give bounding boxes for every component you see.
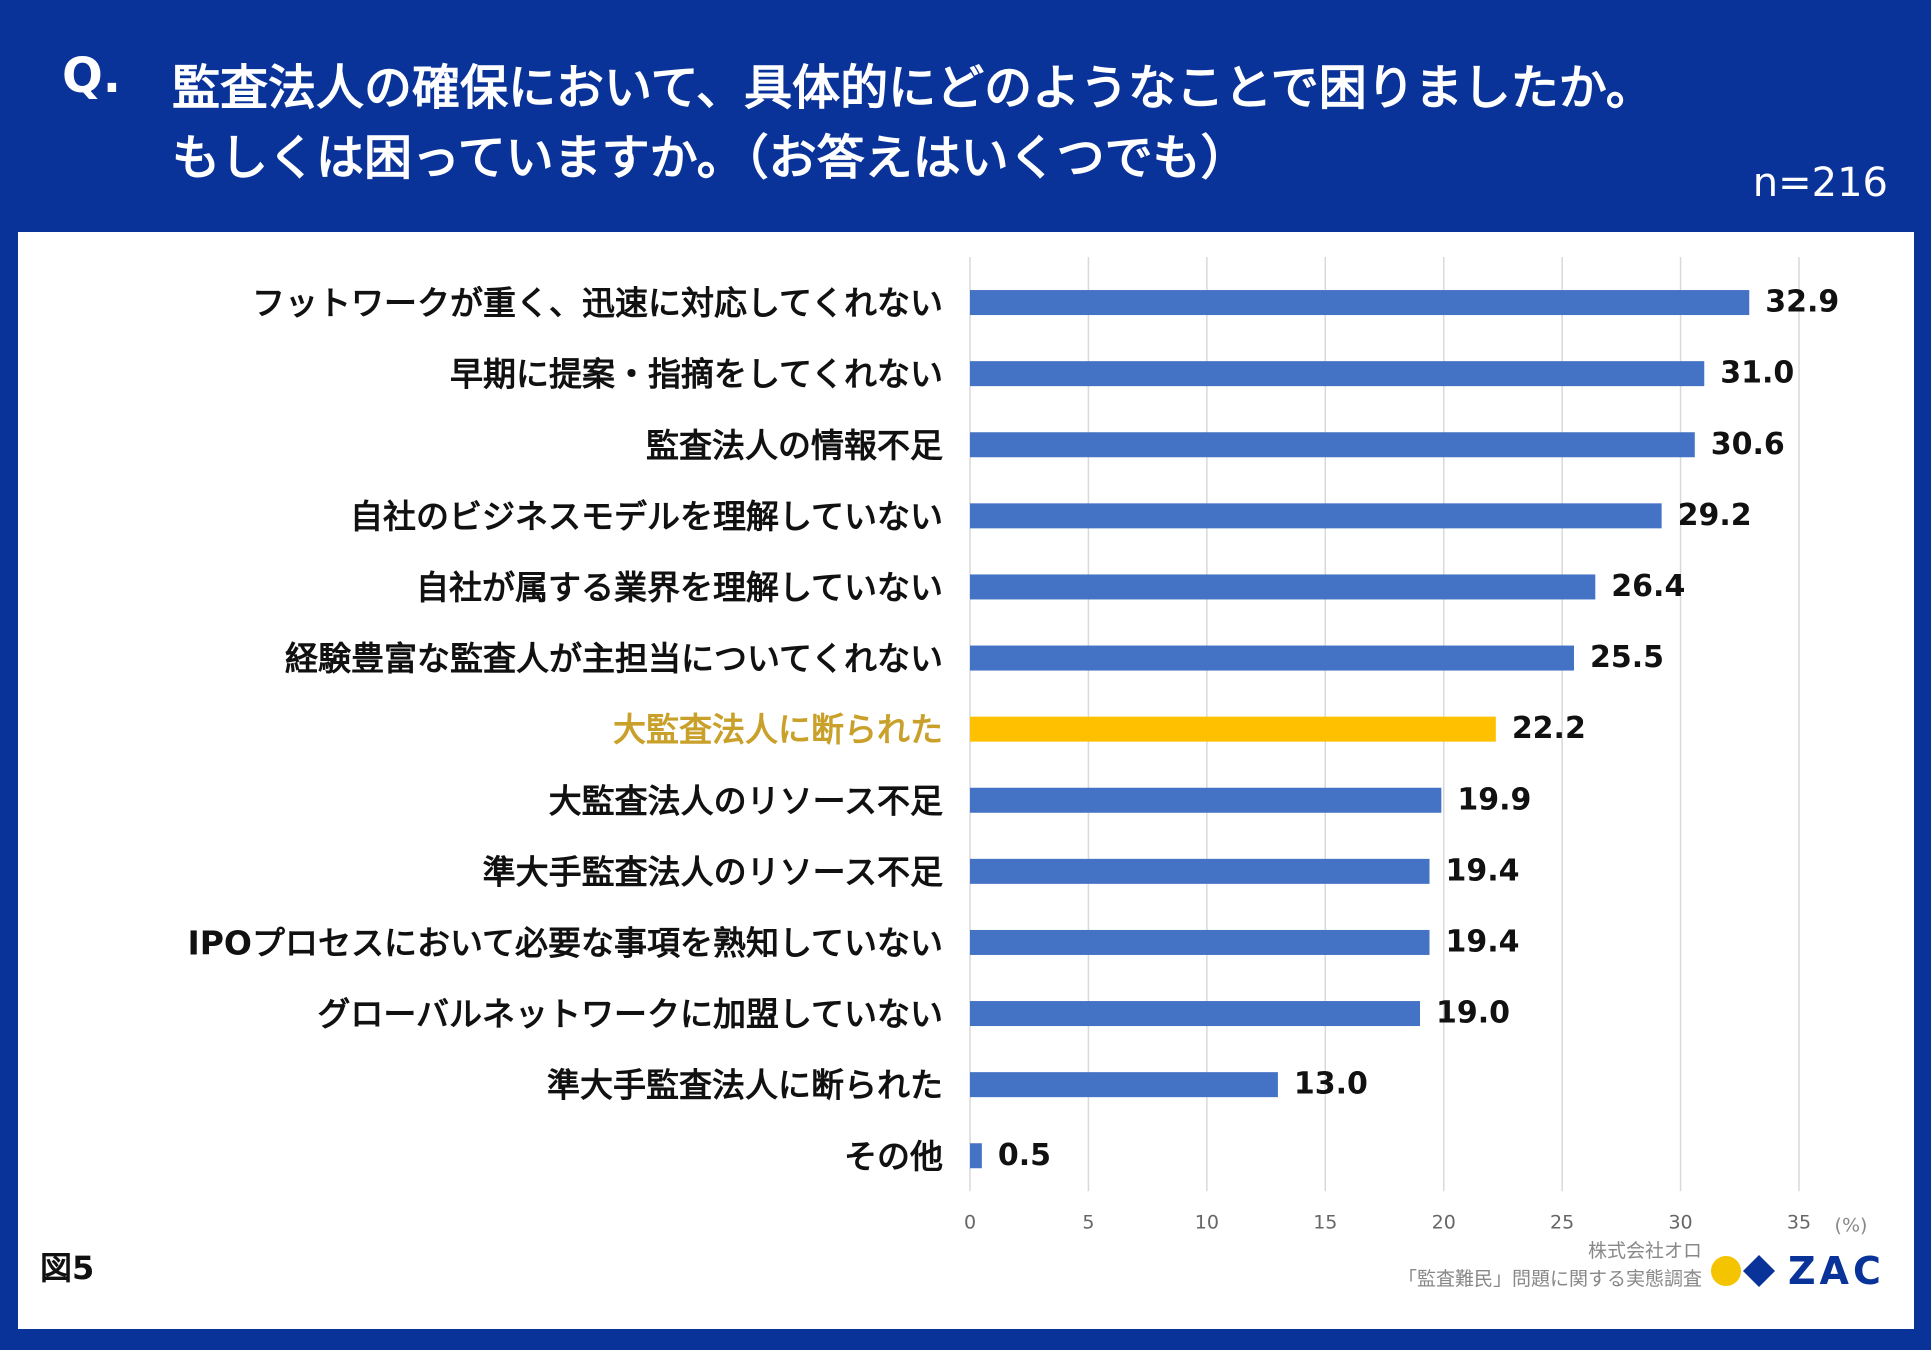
x-tick-label: 30 [1668, 1211, 1692, 1233]
x-tick-label: 20 [1432, 1211, 1456, 1233]
bar [970, 1001, 1421, 1027]
bar [970, 1072, 1278, 1098]
category-label: 大監査法人に断られた [613, 710, 943, 749]
category-label: 準大手監査法人のリソース不足 [483, 852, 943, 891]
value-label: 19.0 [1436, 996, 1510, 1031]
value-label: 25.5 [1590, 640, 1664, 675]
value-label: 19.9 [1457, 782, 1531, 817]
question-label: Q. [62, 48, 122, 104]
value-label: 0.5 [998, 1138, 1051, 1173]
value-label: 22.2 [1512, 711, 1586, 746]
bar [970, 645, 1574, 671]
category-label: 監査法人の情報不足 [646, 426, 943, 465]
value-label: 31.0 [1720, 356, 1794, 391]
bar [970, 1143, 982, 1169]
value-label: 29.2 [1678, 498, 1752, 533]
bar [970, 361, 1705, 387]
category-label: フットワークが重く、迅速に対応してくれない [252, 284, 943, 323]
x-tick-label: 10 [1195, 1211, 1219, 1233]
category-label: 早期に提案・指摘をしてくれない [450, 355, 943, 394]
bar [970, 858, 1430, 884]
credit-survey-name: 「監査難民」問題に関する実態調査 [1397, 1268, 1702, 1290]
x-tick-label: 35 [1787, 1211, 1811, 1233]
category-label: 自社のビジネスモデルを理解していない [350, 497, 943, 536]
category-label: 自社が属する業界を理解していない [416, 568, 943, 607]
value-label: 30.6 [1711, 427, 1785, 462]
bar [970, 716, 1496, 742]
credit-company: 株式会社オロ [1587, 1240, 1702, 1262]
category-label: 経験豊富な監査人が主担当についてくれない [285, 639, 943, 678]
category-label: IPOプロセスにおいて必要な事項を熟知していない [187, 923, 943, 962]
logo-mark-icon [1711, 1255, 1775, 1287]
figure-label: 図5 [40, 1249, 95, 1287]
bar [970, 503, 1662, 529]
survey-credit: 株式会社オロ 「監査難民」問題に関する実態調査 [1398, 1237, 1702, 1293]
value-label: 26.4 [1611, 569, 1685, 604]
bar [970, 787, 1442, 813]
question-text-line1: 監査法人の確保において、具体的にどのようなことで困りましたか。 [172, 60, 1654, 116]
value-label: 32.9 [1765, 285, 1839, 320]
x-tick-label: 0 [964, 1211, 976, 1233]
question-text-line2: もしくは困っていますか。（お答えはいくつでも） [172, 130, 1249, 186]
bar [970, 432, 1695, 458]
bar [970, 929, 1430, 955]
x-tick-label: 15 [1313, 1211, 1337, 1233]
category-label: グローバルネットワークに加盟していない [317, 995, 943, 1034]
header: Q. 監査法人の確保において、具体的にどのようなことで困りましたか。 もしくは困… [0, 0, 1931, 230]
bar-chart: 0 5 10 15 20 25 30 35 (%) フットワークが重く、迅速に対応してくれない 32… [187, 257, 1868, 1236]
zac-logo: ZAC [1704, 1249, 1884, 1293]
category-label: 準大手監査法人に断られた [547, 1066, 943, 1105]
category-label: 大監査法人のリソース不足 [549, 781, 943, 820]
bar [970, 290, 1750, 316]
bar [970, 574, 1596, 600]
sample-size: n=216 [1752, 160, 1888, 206]
x-tick-label: 5 [1082, 1211, 1094, 1233]
value-label: 19.4 [1446, 924, 1520, 959]
chart-panel: 0 5 10 15 20 25 30 35 (%) フットワークが重く、迅速に対応してくれない 32… [18, 232, 1914, 1329]
x-tick-label: 25 [1550, 1211, 1574, 1233]
category-label: その他 [844, 1137, 943, 1176]
value-label: 19.4 [1446, 853, 1520, 888]
logo-text: ZAC [1788, 1249, 1885, 1293]
value-label: 13.0 [1294, 1067, 1368, 1102]
x-axis-unit: (%) [1835, 1214, 1868, 1236]
